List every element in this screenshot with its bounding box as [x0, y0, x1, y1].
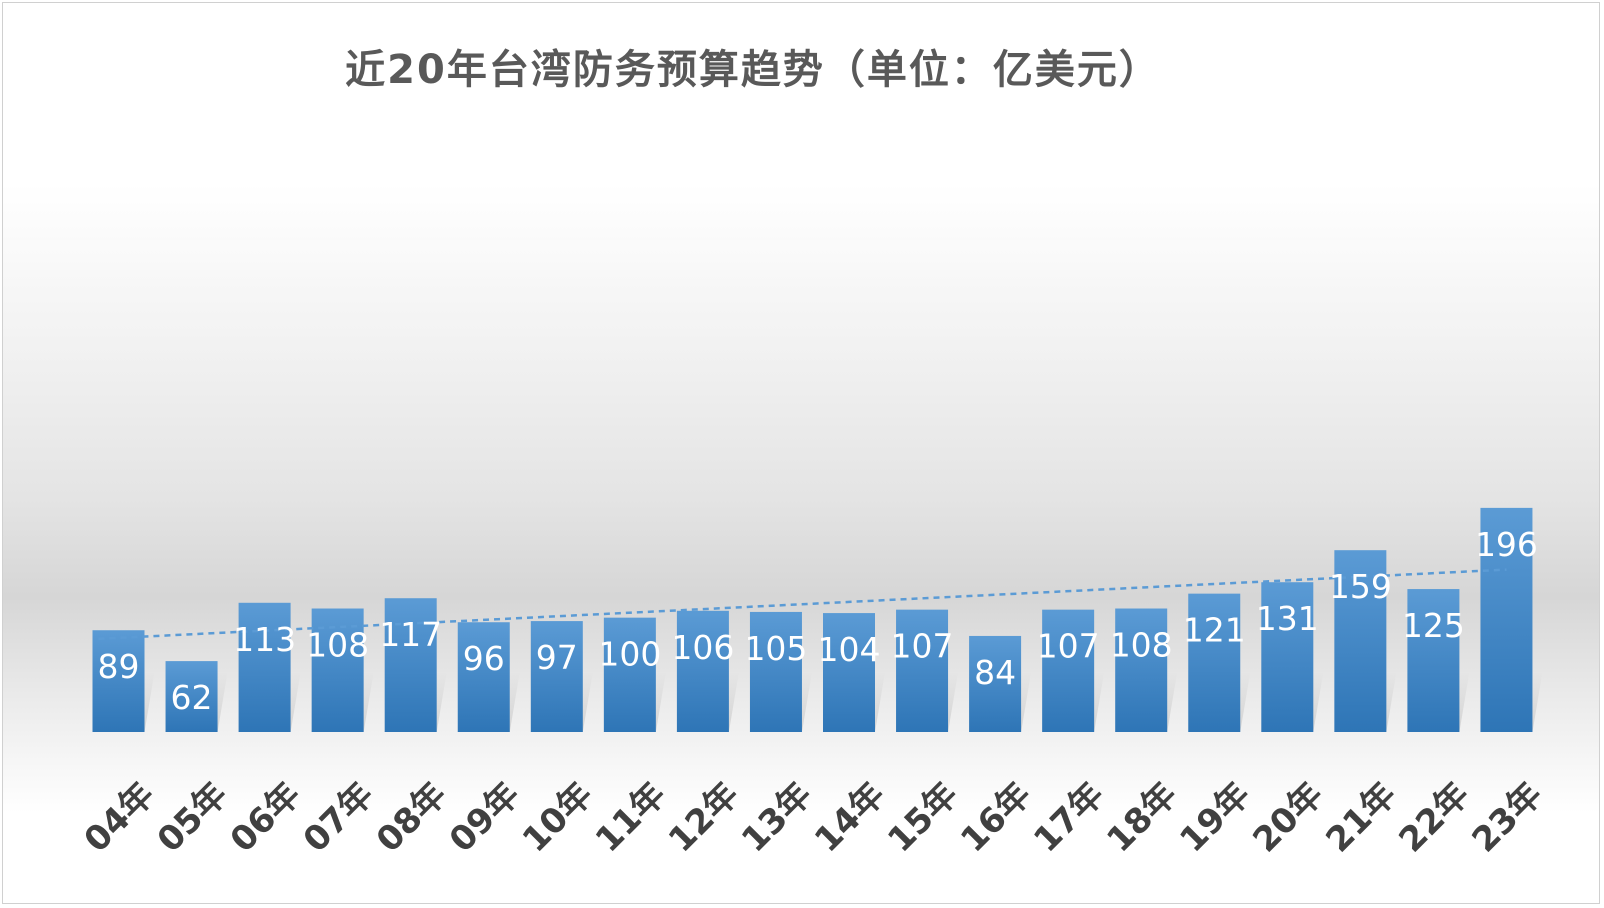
bar-23年[interactable] — [1480, 507, 1533, 732]
data-label-22年: 125 — [1402, 606, 1465, 645]
x-tick-label: 10年 — [515, 775, 601, 861]
x-tick-label: 15年 — [880, 775, 966, 861]
x-tick-label: 08年 — [369, 775, 455, 861]
x-tick-label: 09年 — [442, 775, 528, 861]
bars — [92, 507, 1533, 732]
data-label-06年: 113 — [233, 620, 296, 659]
data-label-04年: 89 — [98, 647, 140, 686]
data-label-08年: 117 — [379, 615, 442, 654]
bar-04年[interactable] — [92, 630, 145, 732]
bar-21年[interactable] — [1334, 550, 1387, 732]
x-tick-label: 23年 — [1465, 775, 1551, 861]
bar-13年[interactable] — [749, 611, 802, 732]
data-label-09年: 96 — [463, 639, 505, 678]
data-label-20年: 131 — [1256, 599, 1319, 638]
data-label-15年: 107 — [891, 627, 954, 666]
data-label-07年: 108 — [306, 626, 369, 665]
data-label-13年: 105 — [744, 629, 807, 668]
data-label-21年: 159 — [1329, 567, 1392, 606]
x-tick-label: 16年 — [953, 775, 1039, 861]
data-label-18年: 108 — [1110, 626, 1173, 665]
x-tick-label: 12年 — [661, 775, 747, 861]
x-tick-label: 11年 — [588, 775, 674, 861]
data-label-16年: 84 — [974, 653, 1016, 692]
x-tick-label: 18年 — [1099, 775, 1185, 861]
linear-trendline — [98, 568, 1507, 641]
x-tick-label: 20年 — [1245, 775, 1331, 861]
data-label-10年: 97 — [536, 638, 578, 677]
x-tick-label: 06年 — [223, 775, 309, 861]
bar-14年[interactable] — [823, 613, 875, 732]
bar-20年[interactable] — [1261, 582, 1314, 732]
bar-05年[interactable] — [165, 661, 218, 732]
data-label-11年: 100 — [598, 635, 661, 674]
data-labels: 89 62 113 108 117 96 97 100 106 105 104 107 84 107 108… — [98, 525, 1538, 717]
data-label-05年: 62 — [171, 678, 213, 717]
bar-15年[interactable] — [896, 609, 949, 732]
data-label-23年: 196 — [1475, 525, 1538, 564]
bar-22年[interactable] — [1407, 589, 1460, 732]
bar-16年[interactable] — [969, 635, 1022, 732]
x-axis-tick-labels: 04年05年06年07年08年09年10年11年12年13年14年15年16年1… — [77, 775, 1551, 861]
x-tick-label: 14年 — [807, 775, 893, 861]
bar-06年[interactable] — [238, 602, 291, 732]
bar-09年[interactable] — [457, 622, 510, 732]
x-tick-label: 22年 — [1392, 775, 1478, 861]
bar-10年[interactable] — [530, 621, 583, 732]
chart-title: 近20年台湾防务预算趋势（单位：亿美元） — [345, 47, 1161, 93]
bar-17年[interactable] — [1042, 609, 1095, 732]
trendline — [98, 568, 1507, 641]
x-tick-label: 04年 — [77, 775, 163, 861]
data-label-17年: 107 — [1037, 627, 1100, 666]
bar-11年[interactable] — [603, 617, 656, 732]
bar-12年[interactable] — [676, 610, 729, 732]
bar-08年[interactable] — [384, 598, 437, 732]
bar-chart: 89 62 113 108 117 96 97 100 106 105 104 107 84 107 108… — [77, 507, 1551, 861]
x-tick-label: 13年 — [734, 775, 820, 861]
bar-shadows — [92, 672, 1543, 732]
x-tick-label: 21年 — [1318, 775, 1404, 861]
data-label-19年: 121 — [1183, 611, 1246, 650]
x-tick-label: 19年 — [1172, 775, 1258, 861]
data-label-14年: 104 — [818, 630, 881, 669]
x-tick-label: 07年 — [296, 775, 382, 861]
data-label-12年: 106 — [671, 628, 734, 667]
x-tick-label: 05年 — [150, 775, 236, 861]
bar-19年[interactable] — [1188, 593, 1241, 732]
bar-18年[interactable] — [1115, 608, 1168, 732]
x-tick-label: 17年 — [1026, 775, 1112, 861]
